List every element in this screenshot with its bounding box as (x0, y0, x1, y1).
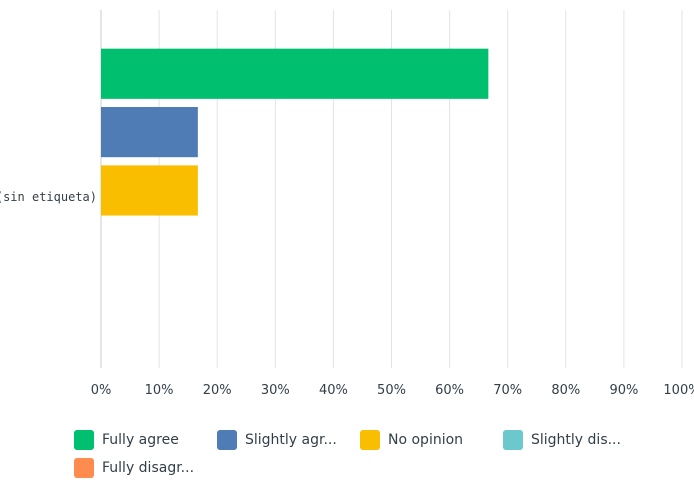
legend-swatch (503, 430, 523, 450)
legend-swatch (217, 430, 237, 450)
bar-chart: 0% 10% 20% 30% 40% 50% 60% 70% 80% 90% 100% (sin et… (0, 10, 694, 398)
x-tick-label: 80% (551, 383, 580, 398)
legend-item-no-opinion[interactable]: No opinion (360, 430, 463, 450)
bar-no-opinion (101, 165, 198, 216)
x-tick-label: 70% (493, 383, 522, 398)
legend-item-slightly-disagree[interactable]: Slightly dis... (503, 430, 621, 450)
legend-swatch (360, 430, 380, 450)
legend-label: Fully disagr... (102, 460, 195, 476)
x-tick-label: 60% (435, 383, 464, 398)
legend-swatch (74, 430, 94, 450)
x-tick-label: 0% (91, 383, 112, 398)
legend-item-fully-agree[interactable]: Fully agree (74, 430, 179, 450)
bar-slightly-agree (101, 107, 198, 158)
x-tick-label: 40% (319, 383, 348, 398)
legend-item-slightly-agree[interactable]: Slightly agr... (217, 430, 337, 450)
chart-legend: Fully agree Slightly agr... No opinion Slig… (74, 430, 674, 480)
x-tick-label: 20% (203, 383, 232, 398)
x-tick-label: 90% (609, 383, 638, 398)
legend-label: No opinion (388, 432, 464, 448)
x-tick-label: 100% (663, 383, 694, 398)
legend-label: Slightly dis... (531, 432, 621, 448)
legend-swatch (74, 458, 94, 478)
x-tick-label: 50% (377, 383, 406, 398)
x-tick-label: 30% (261, 383, 290, 398)
legend-label: Slightly agr... (245, 432, 337, 448)
legend-label: Fully agree (102, 432, 179, 448)
category-label: (sin etiqueta) (0, 190, 97, 204)
x-tick-label: 10% (145, 383, 174, 398)
legend-item-fully-disagree[interactable]: Fully disagr... (74, 458, 194, 478)
bar-fully-agree (101, 48, 489, 99)
